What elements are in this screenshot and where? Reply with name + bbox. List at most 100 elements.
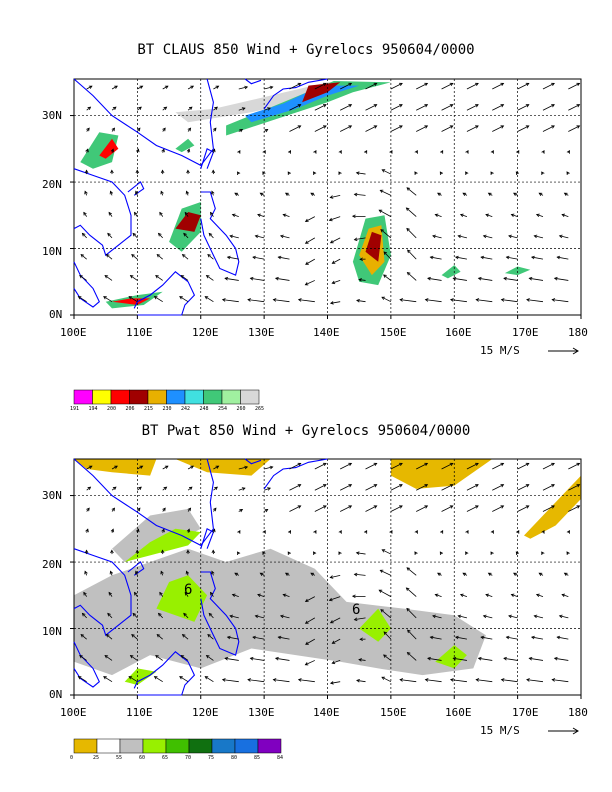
p2-wind-arrowhead: [329, 681, 334, 685]
p1-wind-arrowhead: [465, 149, 469, 154]
p1-wind-vector: [511, 214, 518, 217]
p1-wind-vector: [305, 280, 315, 286]
p2-wind-arrowhead: [475, 484, 479, 488]
p1-wind-arrowhead: [475, 298, 480, 302]
p1-wind-arrowhead: [161, 148, 165, 153]
p2-wind-arrowhead: [105, 633, 110, 638]
p2-wind-vector: [416, 505, 428, 512]
p2-wind-vector: [131, 634, 138, 640]
p1-wind-arrowhead: [252, 255, 256, 260]
p1-lon-130: 130E: [248, 326, 275, 339]
p1-wind-arrowhead: [257, 213, 261, 217]
p1-wind-vector: [255, 235, 265, 239]
p1-wind-arrowhead: [434, 213, 439, 217]
p2-wind-arrowhead: [351, 594, 356, 599]
p2-wind-arrowhead: [107, 612, 111, 617]
p1-wind-arrowhead: [109, 190, 114, 195]
p1-wind-arrowhead: [424, 82, 429, 87]
p2-wind-arrowhead: [180, 655, 185, 659]
p2-wind-arrowhead: [262, 529, 266, 534]
p1-wind-arrowhead: [262, 149, 266, 154]
p2-wind-arrowhead: [188, 486, 193, 491]
p1-wind-arrowhead: [237, 171, 241, 176]
p1-wind-vector: [155, 275, 163, 281]
p2-wind-arrowhead: [277, 635, 282, 640]
p1-wind-vector: [466, 125, 479, 132]
p1-wind-arrowhead: [282, 213, 287, 217]
p1-wind-arrowhead: [383, 274, 387, 278]
p2-wind-vector: [82, 613, 87, 619]
p2-wind-arrowhead: [88, 465, 93, 469]
p1-wind-arrowhead: [462, 192, 467, 197]
p1-wind-arrowhead: [563, 192, 568, 197]
p2-wind-arrowhead: [164, 465, 169, 469]
p1-wind-arrowhead: [279, 234, 284, 239]
p2-wind-vector: [232, 594, 239, 597]
p1-wind-arrowhead: [351, 214, 356, 219]
p1-wind-arrowhead: [424, 125, 429, 129]
p1-wind-arrowhead: [204, 296, 209, 300]
p2-wind-arrowhead: [510, 593, 515, 597]
p1-wind-arrowhead: [551, 125, 555, 129]
pwat-green-2: [156, 575, 208, 622]
p2-wind-arrowhead: [424, 484, 429, 488]
p2-coastline: [73, 458, 214, 547]
p2-wind-arrowhead: [449, 505, 454, 509]
p1-wind-vector: [354, 237, 366, 241]
p2-wind-arrowhead: [304, 598, 309, 602]
p2-wind-arrowhead: [405, 587, 410, 591]
p1-wind-vector: [506, 256, 518, 260]
p2-wind-arrowhead: [86, 507, 90, 512]
pwat-colorbar-swatch: [234, 738, 259, 754]
p2-wind-vector: [208, 613, 214, 619]
p2-wind-arrowhead: [528, 656, 533, 661]
p2-wind-vector: [492, 484, 504, 491]
p1-wind-arrowhead: [274, 276, 279, 281]
p1-wind-arrowhead: [358, 278, 362, 282]
p2-wind-arrowhead: [84, 570, 88, 575]
p1-wind-vector: [225, 277, 239, 281]
pwat-green-1: [124, 528, 201, 562]
p2-wind-arrowhead: [221, 678, 226, 682]
p1-wind-arrowhead: [338, 171, 342, 176]
p1-wind-arrowhead: [359, 257, 363, 262]
p2-wind-vector: [222, 679, 239, 683]
p1-wind-arrowhead: [383, 251, 388, 256]
p1-wind-vector: [416, 83, 428, 90]
p2-wind-vector: [225, 657, 239, 661]
p1-coastline: [200, 191, 240, 276]
p1-wind-vector: [137, 85, 143, 90]
p2-wind-vector: [158, 613, 164, 619]
claus-colorbar-label: 191: [70, 406, 80, 412]
p1-wind-arrowhead: [262, 171, 266, 176]
p2-wind-arrowhead: [249, 656, 254, 661]
p1-wind-arrowhead: [84, 169, 89, 174]
claus-colorbar-swatch: [92, 389, 112, 405]
p2-wind-arrowhead: [163, 486, 168, 491]
p2-wind-arrowhead: [134, 591, 138, 596]
p1-wind-arrowhead: [381, 296, 386, 300]
p1-wind-arrowhead: [477, 276, 482, 281]
p2-wind-vector: [390, 463, 403, 470]
p2-wind-vector: [508, 615, 518, 619]
p2-wind-arrowhead: [331, 640, 336, 644]
p2-wind-vector: [229, 615, 239, 619]
p2-wind-arrowhead: [406, 567, 411, 571]
p2-wind-vector: [332, 638, 341, 644]
p2-wind-arrowhead: [110, 528, 115, 533]
p1-wind-vector: [275, 277, 290, 281]
p1-wind-arrowhead: [353, 237, 358, 242]
p1-wind-arrowhead: [244, 85, 249, 90]
p1-wind-vector: [111, 85, 118, 90]
p2-wind-arrowhead: [111, 507, 115, 512]
p2-wind-arrowhead: [525, 462, 530, 467]
p1-wind-arrowhead: [406, 271, 411, 276]
p2-wind-arrowhead: [252, 635, 256, 640]
p1-wind-vector: [365, 83, 377, 90]
p1-wind-vector: [289, 104, 301, 111]
p1-wind-vector: [441, 83, 453, 90]
p1-wind-vector: [481, 256, 493, 260]
p2-wind-arrowhead: [79, 655, 83, 659]
p2-wind-vector: [298, 679, 315, 683]
p1-wind-vector: [79, 275, 87, 281]
